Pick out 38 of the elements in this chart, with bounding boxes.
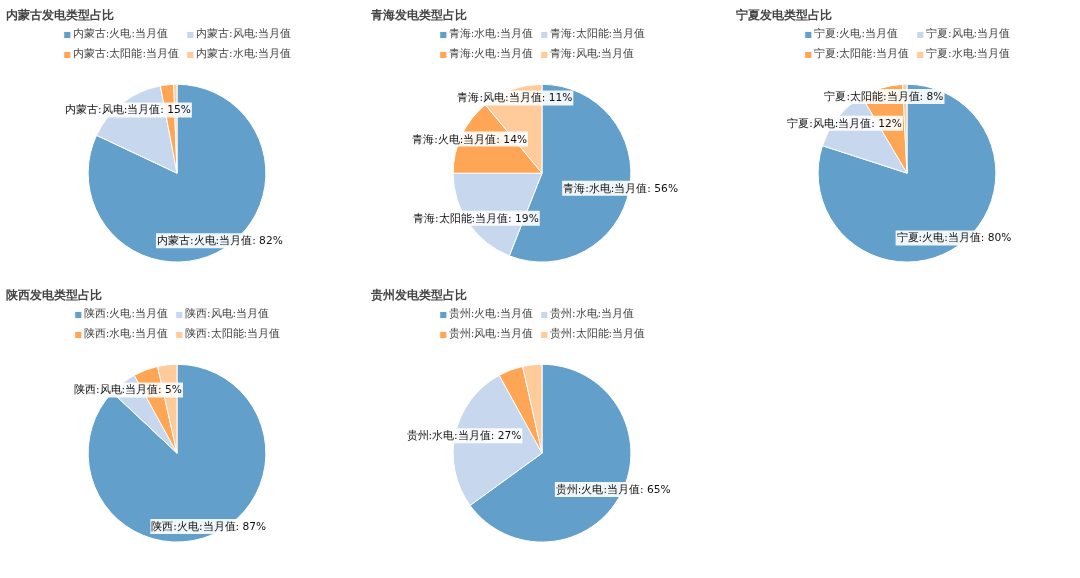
chart-title: 内蒙古发电类型占比 — [5, 7, 114, 22]
chart-title: 宁夏发电类型占比 — [735, 7, 832, 22]
legend-label: 贵州:太阳能:当月值 — [550, 327, 646, 341]
data-label: 陕西:火电:当月值: 87% — [151, 520, 267, 534]
chart-title: 贵州发电类型占比 — [369, 287, 467, 302]
legend-label: 贵州:风电:当月值 — [448, 327, 533, 341]
data-label: 陕西:风电:当月值: 5% — [73, 383, 183, 397]
legend-label: 宁夏:风电:当月值 — [926, 27, 1011, 41]
legend-label: 青海:风电:当月值 — [550, 47, 635, 61]
data-label: 宁夏:风电:当月值: 12% — [787, 116, 902, 130]
legend-label: 陕西:水电:当月值 — [83, 327, 168, 341]
legend-label: 青海:火电:当月值 — [448, 47, 533, 61]
legend-label: 内蒙古:风电:当月值 — [196, 27, 292, 41]
legend-label: 青海:水电:当月值 — [448, 27, 533, 41]
legend-label: 宁夏:水电:当月值 — [926, 47, 1011, 61]
data-label: 宁夏:太阳能:当月值: 8% — [824, 90, 944, 104]
data-label: 青海:水电:当月值: 56% — [563, 181, 679, 195]
legend-label: 陕西:太阳能:当月值 — [185, 327, 281, 341]
data-label: 青海:太阳能:当月值: 19% — [412, 211, 539, 225]
legend-label: 陕西:火电:当月值 — [83, 307, 168, 321]
legend-label: 宁夏:火电:当月值 — [813, 27, 898, 41]
legend-label: 宁夏:太阳能:当月值 — [813, 47, 909, 61]
data-label: 青海:风电:当月值: 11% — [457, 91, 573, 105]
data-label: 内蒙古:风电:当月值: 15% — [65, 103, 191, 117]
data-label: 宁夏:火电:当月值: 80% — [896, 231, 1012, 245]
data-label: 贵州:水电:当月值: 27% — [406, 429, 522, 443]
chart-title: 陕西发电类型占比 — [5, 287, 102, 302]
legend-label: 内蒙古:太阳能:当月值 — [72, 47, 179, 61]
data-label: 贵州:火电:当月值: 65% — [555, 482, 671, 496]
data-label: 内蒙古:火电:当月值: 82% — [156, 234, 283, 248]
legend-label: 贵州:火电:当月值 — [448, 307, 533, 321]
legend-label: 青海:太阳能:当月值 — [550, 27, 646, 41]
legend-label: 内蒙古:火电:当月值 — [72, 27, 168, 41]
data-label: 青海:火电:当月值: 14% — [412, 132, 528, 146]
legend-label: 贵州:水电:当月值 — [550, 307, 635, 321]
legend-label: 陕西:风电:当月值 — [185, 307, 270, 321]
legend-label: 内蒙古:水电:当月值 — [196, 47, 292, 61]
chart-title: 青海发电类型占比 — [369, 7, 467, 22]
